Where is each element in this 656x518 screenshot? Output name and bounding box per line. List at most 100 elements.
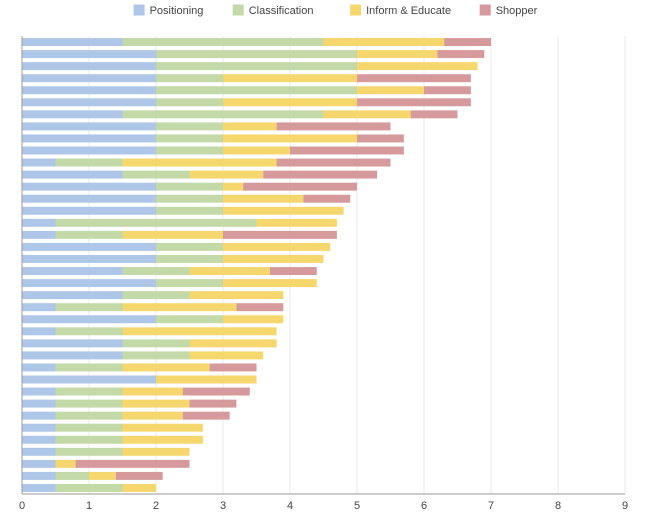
bar-segment-shopper[interactable] xyxy=(276,158,391,167)
bar-segment-shopper[interactable] xyxy=(243,182,357,191)
bar-segment-inform-educate[interactable] xyxy=(122,411,183,420)
bar-segment-inform-educate[interactable] xyxy=(122,230,224,239)
bar-segment-classification[interactable] xyxy=(122,38,324,47)
bar-segment-classification[interactable] xyxy=(122,267,190,276)
bar-segment-positioning[interactable] xyxy=(22,279,156,288)
bar-segment-positioning[interactable] xyxy=(22,98,156,107)
bar-segment-classification[interactable] xyxy=(55,327,123,336)
bar-segment-inform-educate[interactable] xyxy=(122,327,277,336)
bar-segment-shopper[interactable] xyxy=(303,194,351,203)
bar-segment-inform-educate[interactable] xyxy=(156,375,257,384)
bar-segment-positioning[interactable] xyxy=(22,62,156,71)
bar-segment-positioning[interactable] xyxy=(22,399,56,408)
bar-segment-classification[interactable] xyxy=(156,315,223,324)
bar-segment-positioning[interactable] xyxy=(22,86,156,95)
bar-segment-shopper[interactable] xyxy=(290,146,404,155)
bar-segment-positioning[interactable] xyxy=(22,267,123,276)
bar-segment-positioning[interactable] xyxy=(22,375,156,384)
bar-segment-inform-educate[interactable] xyxy=(223,315,284,324)
bar-segment-inform-educate[interactable] xyxy=(122,399,190,408)
bar-segment-positioning[interactable] xyxy=(22,471,56,480)
bar-segment-classification[interactable] xyxy=(55,471,90,480)
bar-segment-positioning[interactable] xyxy=(22,315,156,324)
bar-segment-classification[interactable] xyxy=(122,339,190,348)
bar-segment-positioning[interactable] xyxy=(22,158,56,167)
bar-segment-classification[interactable] xyxy=(55,363,123,372)
bar-segment-positioning[interactable] xyxy=(22,74,156,83)
bar-segment-inform-educate[interactable] xyxy=(357,86,424,95)
bar-segment-positioning[interactable] xyxy=(22,423,56,432)
bar-segment-positioning[interactable] xyxy=(22,206,156,215)
bar-segment-shopper[interactable] xyxy=(189,399,237,408)
bar-segment-positioning[interactable] xyxy=(22,110,123,119)
bar-segment-shopper[interactable] xyxy=(236,303,284,312)
bar-segment-positioning[interactable] xyxy=(22,459,56,468)
bar-segment-shopper[interactable] xyxy=(357,134,404,143)
bar-segment-positioning[interactable] xyxy=(22,303,56,312)
bar-segment-shopper[interactable] xyxy=(182,411,230,420)
bar-segment-positioning[interactable] xyxy=(22,170,123,179)
bar-segment-inform-educate[interactable] xyxy=(122,387,183,396)
bar-segment-shopper[interactable] xyxy=(269,267,317,276)
bar-segment-classification[interactable] xyxy=(55,447,123,456)
bar-segment-inform-educate[interactable] xyxy=(189,351,264,360)
bar-segment-classification[interactable] xyxy=(156,98,223,107)
bar-segment-classification[interactable] xyxy=(55,158,123,167)
bar-segment-classification[interactable] xyxy=(122,170,190,179)
bar-segment-inform-educate[interactable] xyxy=(357,62,478,71)
bar-segment-classification[interactable] xyxy=(122,291,190,300)
bar-segment-inform-educate[interactable] xyxy=(223,74,357,83)
bar-segment-inform-educate[interactable] xyxy=(122,363,210,372)
bar-segment-inform-educate[interactable] xyxy=(223,254,324,263)
bar-segment-inform-educate[interactable] xyxy=(122,483,157,492)
bar-segment-inform-educate[interactable] xyxy=(357,50,438,59)
legend-item[interactable]: Classification xyxy=(232,4,314,18)
bar-segment-classification[interactable] xyxy=(55,423,123,432)
bar-segment-classification[interactable] xyxy=(55,411,123,420)
bar-segment-positioning[interactable] xyxy=(22,435,56,444)
bar-segment-shopper[interactable] xyxy=(209,363,257,372)
bar-segment-inform-educate[interactable] xyxy=(189,339,277,348)
bar-segment-classification[interactable] xyxy=(122,110,324,119)
bar-segment-inform-educate[interactable] xyxy=(122,447,190,456)
bar-segment-positioning[interactable] xyxy=(22,411,56,420)
bar-segment-shopper[interactable] xyxy=(437,50,485,59)
bar-segment-shopper[interactable] xyxy=(410,110,458,119)
bar-segment-shopper[interactable] xyxy=(223,230,337,239)
bar-segment-classification[interactable] xyxy=(55,483,123,492)
bar-segment-inform-educate[interactable] xyxy=(122,158,277,167)
bar-segment-positioning[interactable] xyxy=(22,230,56,239)
bar-segment-inform-educate[interactable] xyxy=(223,206,344,215)
bar-segment-positioning[interactable] xyxy=(22,242,156,251)
bar-segment-classification[interactable] xyxy=(55,303,123,312)
bar-segment-positioning[interactable] xyxy=(22,447,56,456)
bar-segment-positioning[interactable] xyxy=(22,38,123,47)
bar-segment-positioning[interactable] xyxy=(22,146,156,155)
bar-segment-positioning[interactable] xyxy=(22,351,123,360)
bar-segment-inform-educate[interactable] xyxy=(223,279,317,288)
bar-segment-classification[interactable] xyxy=(156,122,223,131)
bar-segment-positioning[interactable] xyxy=(22,182,156,191)
bar-segment-inform-educate[interactable] xyxy=(122,435,203,444)
bar-segment-inform-educate[interactable] xyxy=(223,134,357,143)
bar-segment-classification[interactable] xyxy=(156,74,223,83)
bar-segment-classification[interactable] xyxy=(156,146,223,155)
bar-segment-positioning[interactable] xyxy=(22,339,123,348)
bar-segment-classification[interactable] xyxy=(156,242,223,251)
bar-segment-inform-educate[interactable] xyxy=(223,122,277,131)
bar-segment-positioning[interactable] xyxy=(22,50,156,59)
bar-segment-inform-educate[interactable] xyxy=(256,218,337,227)
bar-segment-positioning[interactable] xyxy=(22,254,156,263)
bar-segment-positioning[interactable] xyxy=(22,363,56,372)
bar-segment-classification[interactable] xyxy=(156,254,223,263)
bar-segment-classification[interactable] xyxy=(55,399,123,408)
bar-segment-positioning[interactable] xyxy=(22,327,56,336)
bar-segment-shopper[interactable] xyxy=(357,98,471,107)
bar-segment-classification[interactable] xyxy=(156,279,223,288)
bar-segment-inform-educate[interactable] xyxy=(223,242,331,251)
bar-segment-inform-educate[interactable] xyxy=(55,459,76,468)
bar-segment-classification[interactable] xyxy=(156,194,223,203)
bar-segment-positioning[interactable] xyxy=(22,483,56,492)
bar-segment-positioning[interactable] xyxy=(22,387,56,396)
bar-segment-inform-educate[interactable] xyxy=(189,170,264,179)
